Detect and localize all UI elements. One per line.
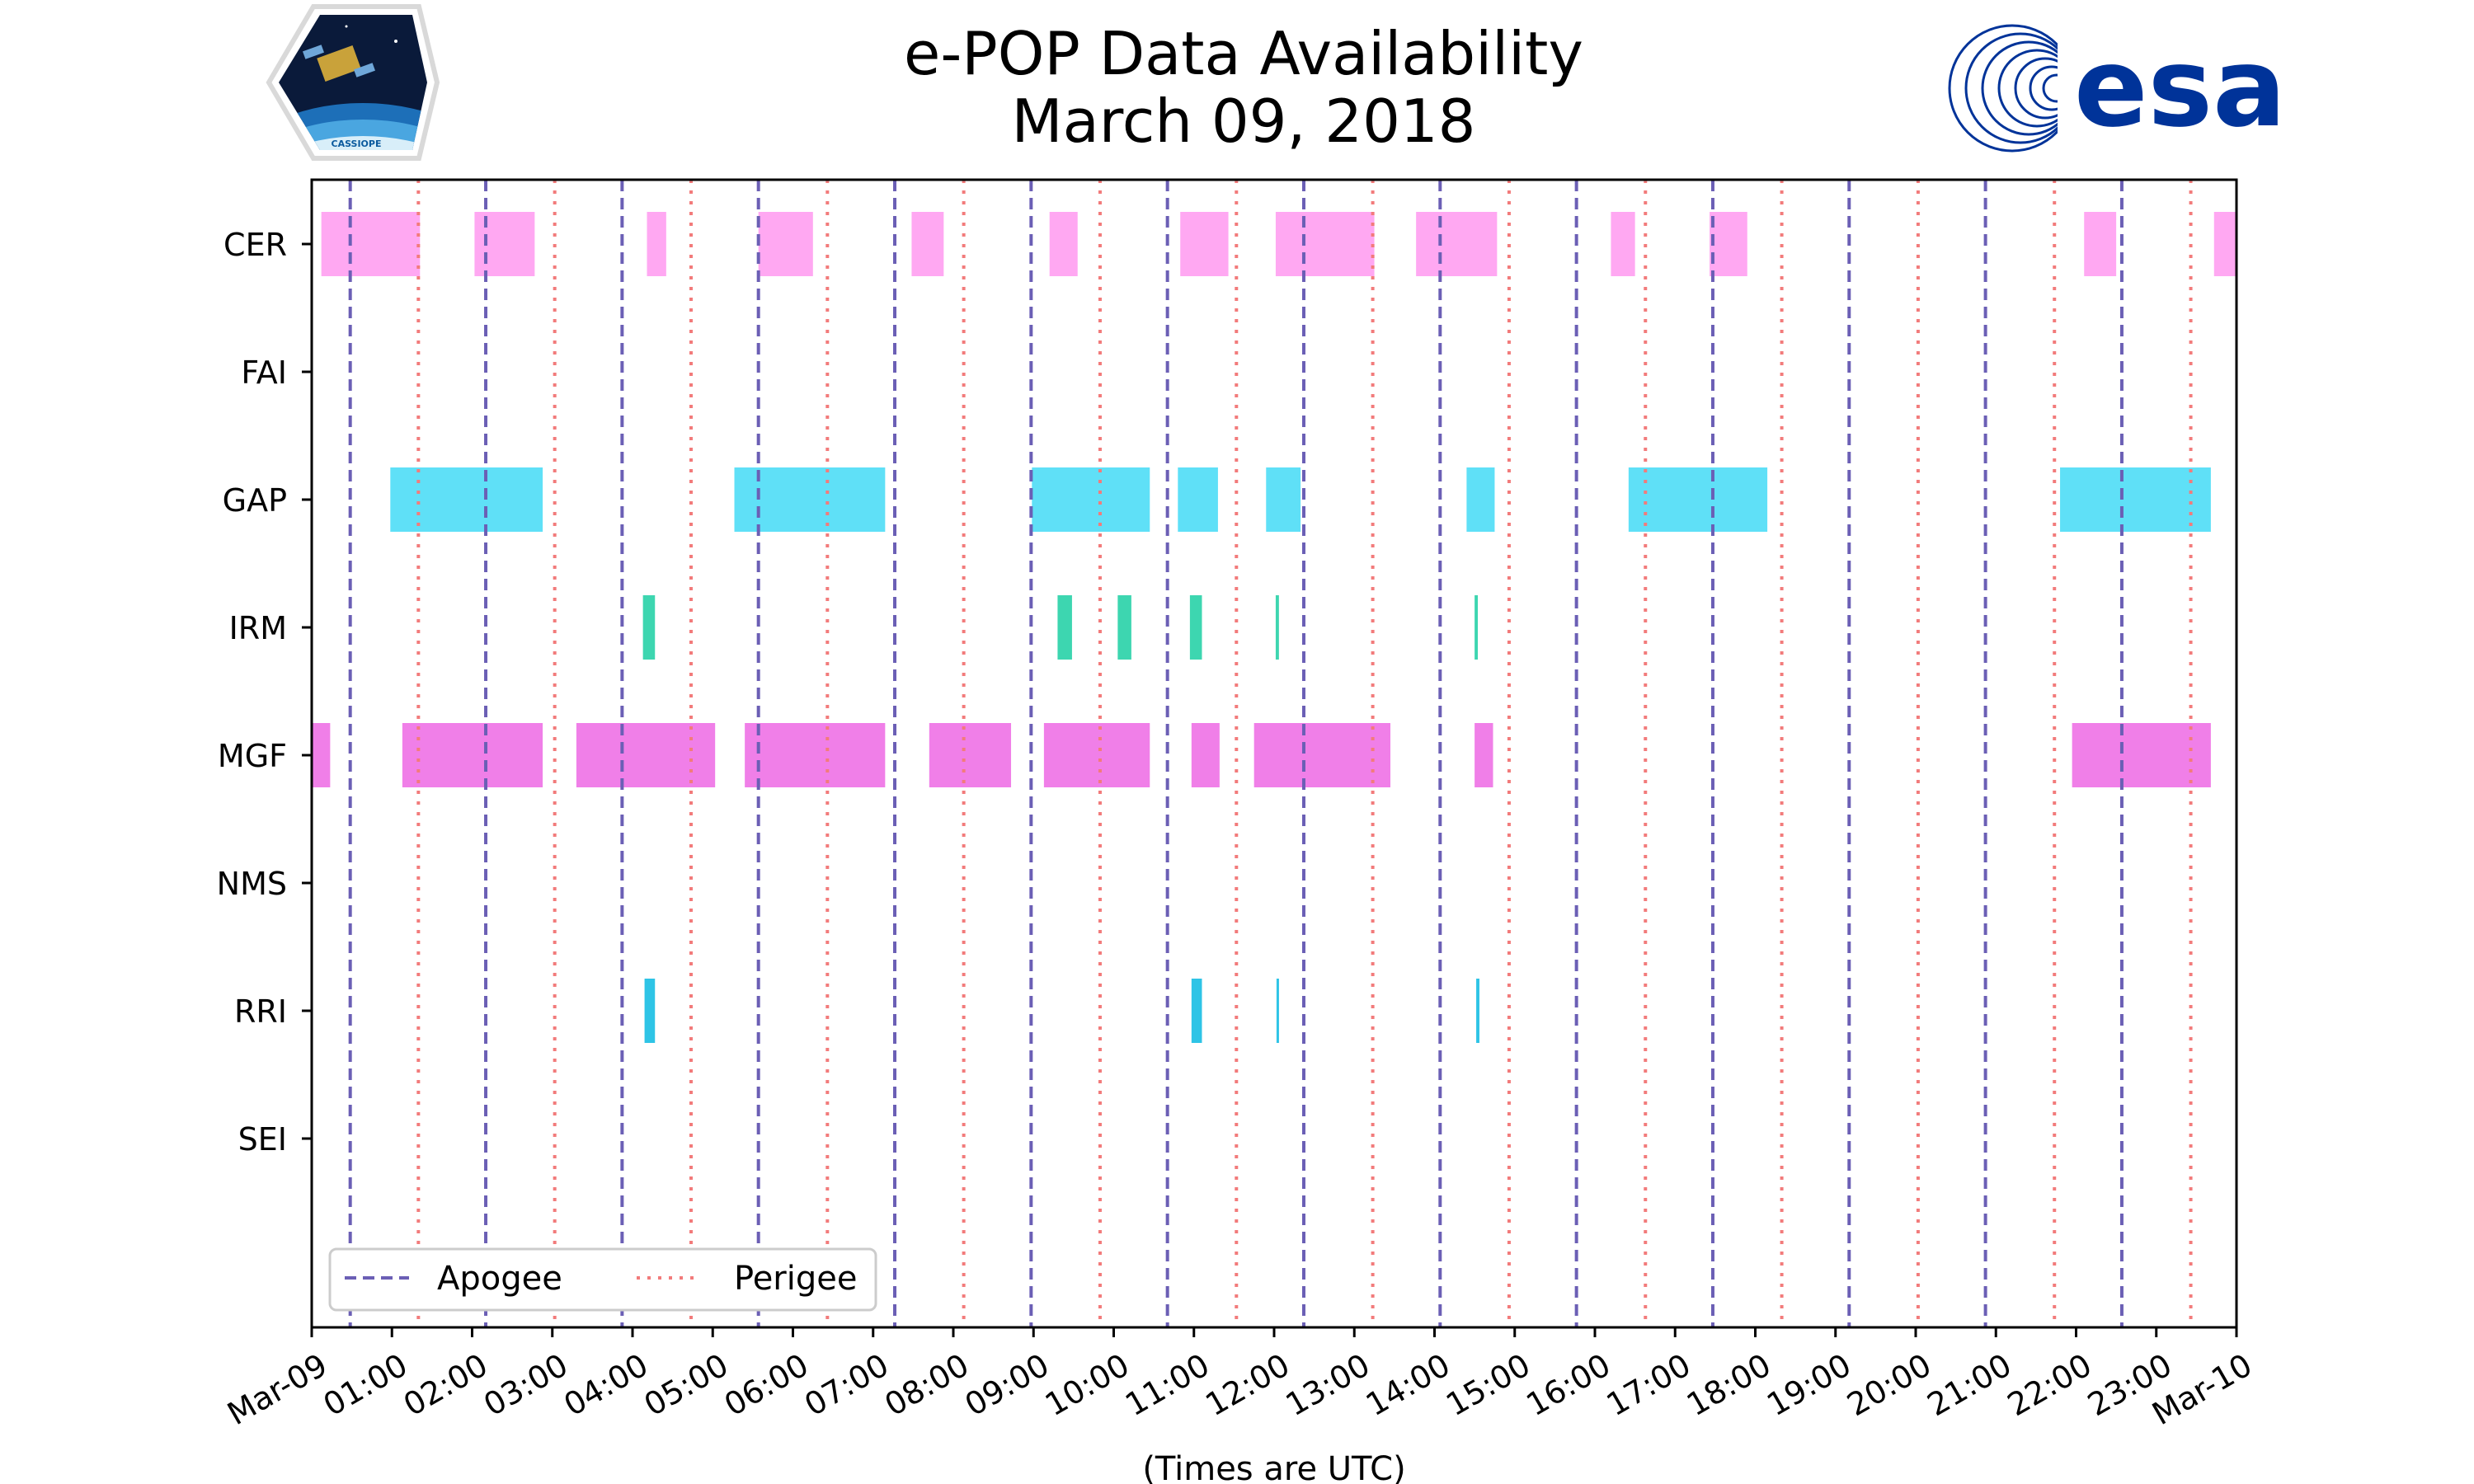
bar-mgf xyxy=(402,723,543,787)
bar-mgf xyxy=(1253,723,1391,787)
x-tick-label: 17:00 xyxy=(1601,1346,1697,1423)
esa-logo: esa xyxy=(1948,24,2286,157)
x-tick-label: 05:00 xyxy=(638,1346,735,1423)
bar-cer xyxy=(1611,212,1635,276)
y-tick-label: RRI xyxy=(234,993,287,1030)
bar-irm xyxy=(1475,595,1479,660)
bar-irm xyxy=(1275,595,1279,660)
bar-cer xyxy=(2084,212,2117,276)
x-axis-label: (Times are UTC) xyxy=(1142,1450,1405,1484)
bar-mgf xyxy=(576,723,716,787)
x-tick-label: 19:00 xyxy=(1761,1346,1857,1423)
y-tick-label: CER xyxy=(223,227,287,263)
bar-mgf xyxy=(1191,723,1220,787)
y-tick-label: MGF xyxy=(218,738,287,774)
bar-rri xyxy=(1191,979,1202,1043)
orbit-lines xyxy=(348,180,2193,1327)
y-tick-label: SEI xyxy=(238,1121,287,1158)
bar-cer xyxy=(647,212,666,276)
availability-bars xyxy=(312,212,2236,1043)
x-tick-label: 01:00 xyxy=(317,1346,414,1423)
bar-cer xyxy=(2213,212,2236,276)
bar-irm xyxy=(642,595,656,660)
bar-mgf xyxy=(1475,723,1493,787)
bar-cer xyxy=(474,212,535,276)
bar-mgf xyxy=(1043,723,1150,787)
chart-title-line1: e-POP Data Availability xyxy=(904,19,1583,88)
bar-mgf xyxy=(745,723,886,787)
x-tick-label: 14:00 xyxy=(1360,1346,1456,1423)
x-tick-label: 08:00 xyxy=(878,1346,975,1423)
bar-gap xyxy=(1032,467,1150,532)
legend: Apogee Perigee xyxy=(328,1247,877,1312)
x-tick-label: 21:00 xyxy=(1921,1346,2018,1423)
y-tick-label: NMS xyxy=(217,866,287,902)
bar-mgf xyxy=(312,723,331,787)
bar-cer xyxy=(1275,212,1375,276)
bar-gap xyxy=(1466,467,1495,532)
bar-cer xyxy=(321,212,421,276)
bar-mgf xyxy=(2072,723,2211,787)
cassiope-logo-caption: CASSIOPE xyxy=(332,139,382,149)
bar-irm xyxy=(1057,595,1072,660)
bar-mgf xyxy=(929,723,1012,787)
bar-cer xyxy=(758,212,813,276)
esa-swirl-icon xyxy=(1948,24,2082,157)
y-axis: CER FAI GAP IRM MGF NMS RRI SEI xyxy=(217,227,312,1158)
x-tick-label: 22:00 xyxy=(2001,1346,2098,1423)
x-tick-label: Mar-09 xyxy=(221,1346,333,1432)
x-tick-label: 13:00 xyxy=(1280,1346,1376,1423)
bar-irm xyxy=(1117,595,1131,660)
chart-title-line2: March 09, 2018 xyxy=(1012,87,1476,156)
x-tick-label: 16:00 xyxy=(1520,1346,1616,1423)
bar-gap xyxy=(390,467,543,532)
bar-cer xyxy=(1049,212,1078,276)
legend-perigee-label: Perigee xyxy=(734,1260,857,1298)
esa-logo-text: esa xyxy=(2074,25,2286,152)
y-tick-label: IRM xyxy=(229,610,287,646)
x-tick-label: 15:00 xyxy=(1440,1346,1536,1423)
bar-cer xyxy=(1416,212,1498,276)
x-tick-label: 11:00 xyxy=(1119,1346,1216,1423)
y-tick-label: FAI xyxy=(241,355,287,391)
x-tick-label: 04:00 xyxy=(557,1346,654,1423)
bar-irm xyxy=(1189,595,1202,660)
x-tick-label: 20:00 xyxy=(1841,1346,1937,1423)
bar-cer xyxy=(911,212,944,276)
legend-apogee-label: Apogee xyxy=(437,1260,562,1298)
y-tick-label: GAP xyxy=(223,482,287,519)
x-tick-label: 09:00 xyxy=(959,1346,1056,1423)
x-tick-label: 18:00 xyxy=(1681,1346,1777,1423)
x-tick-label: 12:00 xyxy=(1199,1346,1296,1423)
x-tick-label: 02:00 xyxy=(397,1346,494,1423)
bar-rri xyxy=(644,979,656,1043)
x-axis: Mar-0901:0002:0003:0004:0005:0006:0007:0… xyxy=(221,1327,2258,1432)
bar-rri xyxy=(1276,979,1279,1043)
x-tick-label: 06:00 xyxy=(718,1346,815,1423)
x-tick-label: 07:00 xyxy=(798,1346,895,1423)
bar-gap xyxy=(1628,467,1768,532)
bar-gap xyxy=(2060,467,2211,532)
bar-gap xyxy=(1178,467,1218,532)
bar-cer xyxy=(1180,212,1229,276)
x-tick-label: 03:00 xyxy=(477,1346,574,1423)
x-tick-label: 10:00 xyxy=(1039,1346,1136,1423)
bar-rri xyxy=(1476,979,1479,1043)
bar-gap xyxy=(1266,467,1301,532)
legend-box xyxy=(328,1247,877,1312)
bar-cer xyxy=(1710,212,1747,276)
